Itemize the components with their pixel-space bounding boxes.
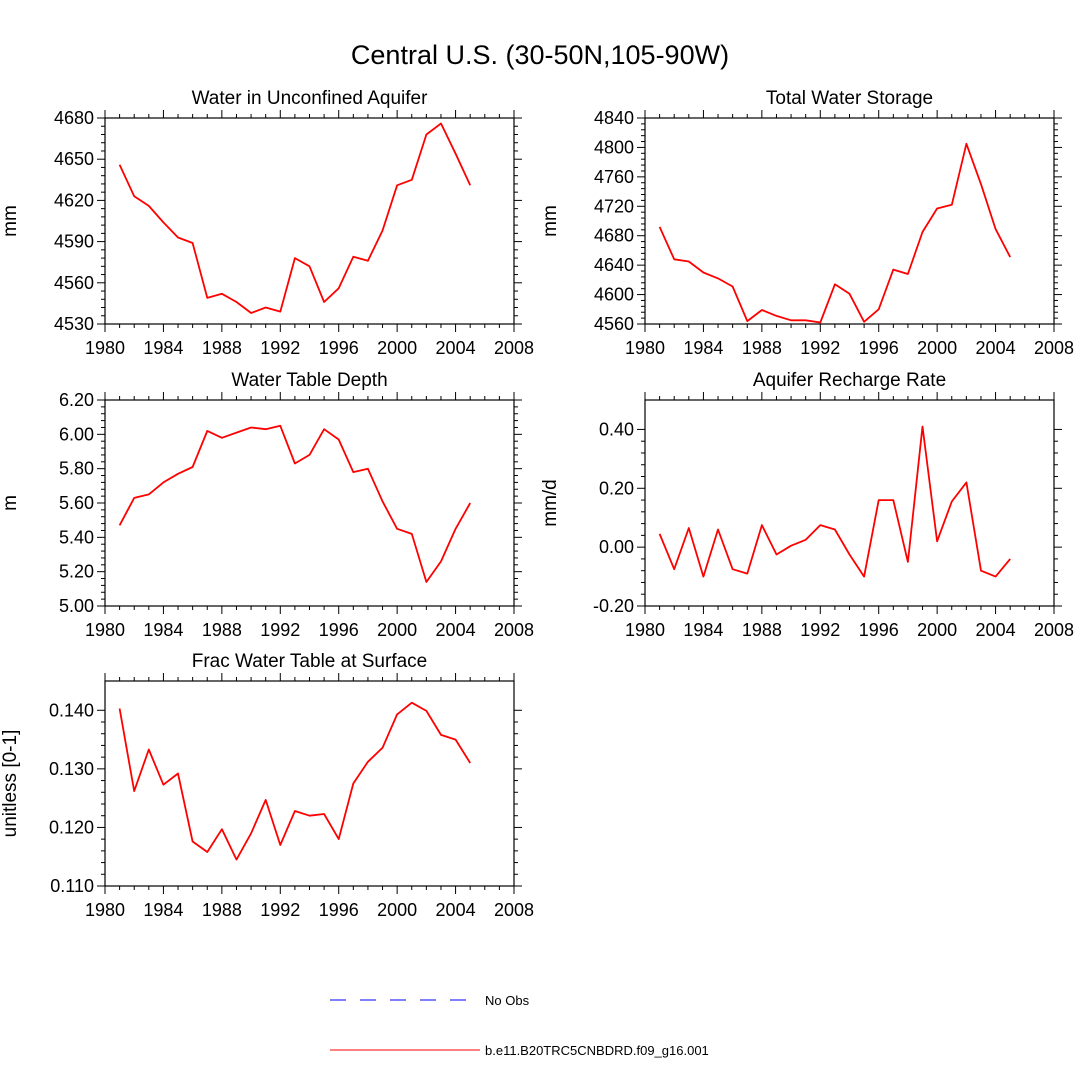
- y-tick-label: 0.40: [599, 419, 634, 439]
- x-tick-label: 1984: [143, 900, 183, 920]
- panel-title: Aquifer Recharge Rate: [753, 370, 946, 391]
- y-tick-label: 5.20: [59, 562, 94, 582]
- legend-model-label: b.e11.B20TRC5CNBDRD.f09_g16.001: [485, 1043, 709, 1058]
- panel-title: Water in Unconfined Aquifer: [192, 88, 429, 109]
- y-tick-label: 4620: [54, 190, 94, 210]
- x-tick-label: 1996: [319, 620, 359, 640]
- x-tick-label: 1988: [742, 620, 782, 640]
- x-tick-label: 1980: [85, 900, 125, 920]
- y-tick-label: 4720: [594, 196, 634, 216]
- y-tick-label: 4800: [594, 137, 634, 157]
- x-tick-label: 2000: [377, 338, 417, 358]
- x-tick-label: 2000: [377, 620, 417, 640]
- x-tick-label: 2000: [917, 620, 957, 640]
- y-axis-label: unitless [0-1]: [0, 730, 21, 838]
- x-tick-label: 2004: [436, 620, 476, 640]
- y-tick-label: 5.80: [59, 459, 94, 479]
- y-tick-label: 4560: [594, 314, 634, 334]
- x-tick-label: 1980: [85, 338, 125, 358]
- y-tick-label: -0.20: [593, 596, 634, 616]
- y-tick-label: 0.140: [49, 700, 94, 720]
- x-tick-label: 1996: [859, 620, 899, 640]
- y-tick-label: 4530: [54, 314, 94, 334]
- x-tick-label: 2004: [436, 900, 476, 920]
- x-tick-label: 2000: [917, 338, 957, 358]
- y-tick-label: 5.00: [59, 596, 94, 616]
- y-tick-label: 4840: [594, 108, 634, 128]
- figure-title: Central U.S. (30-50N,105-90W): [351, 40, 729, 70]
- x-tick-label: 1992: [260, 338, 300, 358]
- series-line: [658, 425, 1011, 578]
- panel-title: Total Water Storage: [766, 88, 933, 109]
- y-tick-label: 4590: [54, 232, 94, 252]
- panel-title: Frac Water Table at Surface: [192, 651, 428, 672]
- y-tick-label: 4650: [54, 149, 94, 169]
- x-tick-label: 1988: [202, 620, 242, 640]
- series-line: [658, 142, 1011, 324]
- x-tick-label: 1992: [260, 900, 300, 920]
- y-tick-label: 5.40: [59, 527, 94, 547]
- chart-panel-3: Water Table Depth m 1980 1984 1988 1992 1996 20…: [0, 370, 534, 640]
- x-tick-label: 1980: [85, 620, 125, 640]
- x-tick-label: 1984: [683, 620, 723, 640]
- chart-panel-4: Aquifer Recharge Rate mm/d 1980 1984 1988 199…: [540, 370, 1074, 640]
- y-tick-label: 6.20: [59, 390, 94, 410]
- y-tick-label: 4760: [594, 167, 634, 187]
- x-tick-label: 1980: [625, 620, 665, 640]
- x-tick-label: 1988: [202, 900, 242, 920]
- y-tick-label: 0.110: [50, 876, 94, 896]
- y-tick-label: 0.120: [49, 817, 94, 837]
- x-tick-label: 1980: [625, 338, 665, 358]
- x-tick-label: 2008: [494, 338, 534, 358]
- y-tick-label: 4680: [54, 108, 94, 128]
- y-tick-label: 4680: [594, 226, 634, 246]
- y-tick-label: 0.130: [49, 759, 94, 779]
- plot-frame: [104, 399, 515, 607]
- x-tick-label: 1992: [800, 620, 840, 640]
- x-tick-label: 1988: [202, 338, 242, 358]
- y-tick-label: 0.20: [599, 478, 634, 498]
- y-axis-label: mm/d: [540, 479, 561, 527]
- chart-panel-1: Water in Unconfined Aquifer mm 1980 1984 198…: [0, 88, 534, 358]
- x-tick-label: 2008: [1034, 620, 1074, 640]
- legend-obs-label: No Obs: [485, 993, 530, 1008]
- y-tick-label: 0.00: [599, 537, 634, 557]
- x-tick-label: 1988: [742, 338, 782, 358]
- x-tick-label: 2004: [436, 338, 476, 358]
- x-tick-label: 1996: [319, 338, 359, 358]
- x-tick-label: 2008: [494, 900, 534, 920]
- chart-panel-2: Total Water Storage mm 1980 1984 1988 1992 199…: [540, 88, 1074, 358]
- panels: Water in Unconfined Aquifer mm 1980 1984 198…: [0, 88, 1074, 920]
- series-line: [118, 122, 472, 314]
- y-tick-label: 6.00: [59, 424, 94, 444]
- x-tick-label: 1992: [800, 338, 840, 358]
- panel-title: Water Table Depth: [231, 370, 387, 391]
- y-axis-label: m: [0, 495, 21, 511]
- x-tick-label: 2004: [976, 338, 1016, 358]
- x-tick-label: 1984: [683, 338, 723, 358]
- x-tick-label: 1984: [143, 338, 183, 358]
- y-axis-label: mm: [0, 205, 21, 237]
- y-tick-label: 4560: [54, 273, 94, 293]
- y-tick-label: 4640: [594, 255, 634, 275]
- series-line: [118, 701, 471, 861]
- y-axis-label: mm: [540, 205, 561, 237]
- x-tick-label: 1996: [859, 338, 899, 358]
- chart-panel-5: Frac Water Table at Surface unitless [0-1…: [0, 651, 534, 920]
- x-tick-label: 1984: [143, 620, 183, 640]
- x-tick-label: 2004: [976, 620, 1016, 640]
- series-line: [118, 424, 471, 583]
- x-tick-label: 1992: [260, 620, 300, 640]
- x-tick-label: 2008: [494, 620, 534, 640]
- y-tick-label: 4600: [594, 285, 634, 305]
- y-tick-label: 5.60: [59, 493, 94, 513]
- x-tick-label: 1996: [319, 900, 359, 920]
- legend: No Obs b.e11.B20TRC5CNBDRD.f09_g16.001: [330, 993, 709, 1058]
- x-tick-label: 2008: [1034, 338, 1074, 358]
- x-tick-label: 2000: [377, 900, 417, 920]
